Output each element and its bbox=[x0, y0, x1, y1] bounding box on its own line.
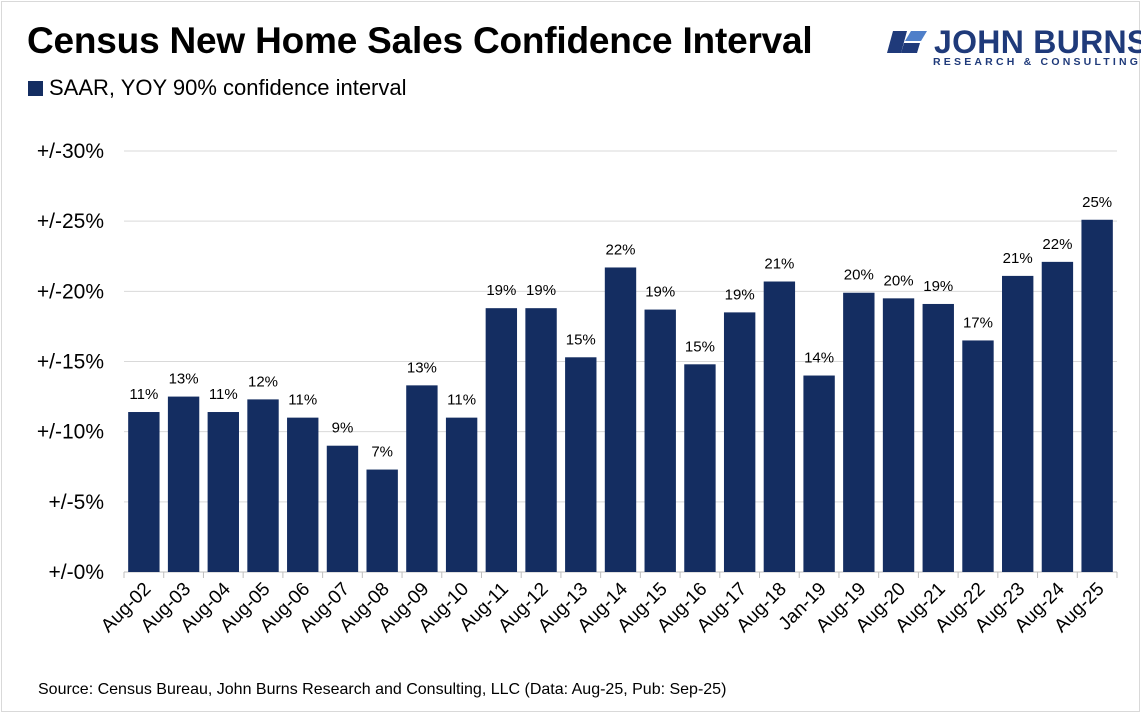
data-label: 15% bbox=[566, 331, 596, 348]
bar bbox=[406, 385, 438, 572]
bar bbox=[882, 298, 915, 572]
brand-name: JOHN BURNS bbox=[934, 24, 1141, 60]
bar bbox=[604, 267, 637, 572]
y-tick-label: +/-5% bbox=[49, 491, 104, 514]
source-note: Source: Census Bureau, John Burns Resear… bbox=[38, 681, 727, 698]
data-label: 17% bbox=[963, 314, 993, 331]
data-label: 11% bbox=[447, 392, 476, 409]
data-label: 22% bbox=[605, 241, 635, 258]
bar bbox=[962, 340, 994, 572]
bar bbox=[1081, 219, 1113, 572]
data-label: 22% bbox=[1042, 236, 1072, 253]
data-label: 19% bbox=[526, 282, 556, 299]
bar bbox=[326, 445, 359, 572]
data-label: 11% bbox=[288, 392, 317, 409]
data-label: 14% bbox=[804, 350, 834, 367]
bar bbox=[247, 399, 279, 572]
y-tick-label: +/-0% bbox=[49, 561, 104, 584]
y-tick-label: +/-10% bbox=[37, 421, 104, 444]
data-label: 19% bbox=[486, 282, 516, 299]
data-label: 21% bbox=[1003, 250, 1033, 267]
data-label: 15% bbox=[685, 338, 715, 355]
y-tick-label: +/-20% bbox=[37, 280, 104, 303]
bar bbox=[128, 412, 160, 572]
bar bbox=[167, 396, 200, 572]
bar bbox=[485, 308, 518, 572]
brand-logo: JOHN BURNS RESEARCH & CONSULTING bbox=[887, 25, 1141, 70]
data-label: 19% bbox=[645, 284, 675, 301]
bar bbox=[723, 312, 756, 572]
bar bbox=[684, 364, 716, 572]
brand-mark-icon bbox=[887, 31, 927, 53]
data-label: 12% bbox=[248, 373, 278, 390]
y-tick-label: +/-25% bbox=[37, 210, 104, 233]
bar bbox=[843, 292, 875, 572]
legend-label: SAAR, YOY 90% confidence interval bbox=[49, 75, 407, 100]
data-label: 20% bbox=[844, 267, 874, 284]
data-label: 13% bbox=[169, 371, 199, 388]
data-label: 11% bbox=[209, 386, 238, 403]
bar bbox=[287, 417, 319, 572]
y-tick-label: +/-30% bbox=[37, 140, 104, 163]
bar bbox=[565, 357, 597, 572]
data-label: 9% bbox=[332, 420, 354, 437]
data-label: 13% bbox=[407, 359, 437, 376]
legend-swatch bbox=[28, 80, 43, 96]
bar bbox=[445, 417, 478, 572]
data-label: 11% bbox=[129, 386, 158, 403]
bar bbox=[1002, 275, 1034, 572]
bar bbox=[207, 412, 239, 572]
data-label: 19% bbox=[725, 286, 755, 303]
data-label: 19% bbox=[923, 278, 953, 295]
chart-title: Census New Home Sales Confidence Interva… bbox=[27, 20, 813, 61]
legend: SAAR, YOY 90% confidence interval bbox=[28, 75, 407, 101]
brand-tagline: RESEARCH & CONSULTING bbox=[933, 56, 1141, 68]
bar bbox=[922, 303, 954, 572]
data-label: 25% bbox=[1082, 194, 1112, 211]
bar bbox=[1041, 261, 1074, 572]
data-label: 20% bbox=[884, 272, 914, 289]
y-tick-label: +/-15% bbox=[37, 351, 104, 374]
data-label: 7% bbox=[371, 444, 393, 461]
bar bbox=[525, 308, 557, 572]
bar bbox=[366, 469, 398, 572]
data-label: 21% bbox=[764, 256, 794, 273]
bar bbox=[644, 309, 676, 572]
bar bbox=[763, 281, 796, 572]
bar bbox=[803, 375, 835, 572]
